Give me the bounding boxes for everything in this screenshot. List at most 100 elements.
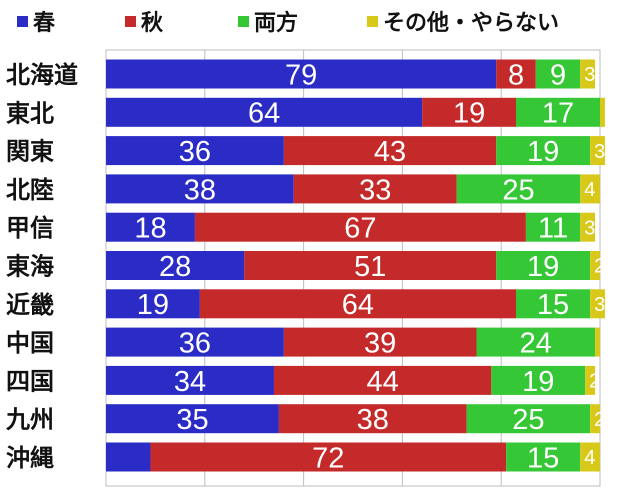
value-label: 3 [584, 64, 595, 86]
bar-segment [106, 212, 195, 242]
value-label: 67 [344, 213, 376, 245]
bar-segment [580, 442, 600, 472]
value-label: 64 [342, 289, 374, 321]
value-label: 11 [538, 213, 568, 245]
bar-segment [106, 59, 497, 89]
value-label: 35 [176, 404, 208, 436]
bar-segment [106, 442, 151, 472]
bar-segment [496, 59, 536, 89]
bar-segment [244, 251, 497, 280]
value-label: 4 [584, 179, 595, 201]
category-label: 北陸 [6, 176, 54, 204]
bar-segment [106, 289, 200, 319]
bar-segment [106, 136, 284, 166]
bar-segment [595, 327, 600, 357]
value-label: 3 [594, 141, 605, 163]
value-label: 15 [537, 289, 569, 321]
bar-segment [106, 404, 279, 434]
bars: 79 8 9 364 19 17 136 43 19 338 33 25 418 67 11 328 51 19 2… [106, 59, 615, 474]
value-label: 39 [364, 328, 396, 360]
category-label: 北海道 [6, 61, 78, 89]
bar-segment [199, 289, 517, 319]
bar-segment [194, 212, 526, 242]
value-label: 2 [594, 409, 605, 431]
bar-segment [535, 59, 581, 89]
legend-label: 春 [33, 11, 55, 36]
bar-segment [590, 251, 600, 280]
value-label: 64 [248, 98, 280, 130]
value-label: 1 [604, 103, 615, 125]
value-label: 9 [550, 59, 566, 91]
value-label: 19 [527, 136, 559, 168]
bar-segment [585, 365, 596, 395]
legend-swatch [238, 16, 249, 27]
bar-segment [422, 97, 517, 127]
bar-segment [283, 327, 477, 357]
value-label: 2 [589, 371, 600, 393]
bar-segment [590, 404, 600, 434]
legend-swatch [125, 16, 136, 27]
bar-segment [106, 174, 294, 204]
value-label: 34 [174, 366, 206, 398]
bar-segment [491, 365, 586, 395]
value-label: 4 [584, 447, 595, 469]
value-label: 36 [179, 136, 211, 168]
bar-segment [590, 289, 605, 319]
bar-segment [496, 136, 591, 166]
value-label: 72 [312, 442, 344, 474]
bar-segment [456, 174, 581, 204]
bar-segment [600, 97, 605, 127]
bar-segment [106, 365, 274, 395]
category-label: 関東 [6, 138, 54, 166]
value-label: 17 [542, 98, 574, 130]
bar-segment [476, 327, 596, 357]
category-label: 沖縄 [6, 444, 54, 472]
category-label: 東北 [6, 99, 54, 127]
category-label: 中国 [6, 329, 54, 357]
bar-segment [506, 442, 581, 472]
value-label: 19 [137, 289, 169, 321]
bar-segment [516, 97, 600, 127]
bar-segment [283, 136, 497, 166]
value-label: 28 [159, 251, 191, 283]
value-label: 1 [599, 332, 610, 354]
value-label: 24 [520, 328, 552, 360]
bar-segment [580, 212, 596, 242]
bar-segment [496, 251, 591, 280]
category-label: 九州 [5, 406, 54, 434]
legend-swatch [367, 16, 378, 27]
category-label: 四国 [6, 367, 54, 395]
bar-segment [106, 97, 423, 127]
value-label: 19 [522, 366, 554, 398]
value-label: 18 [134, 213, 166, 245]
value-label: 8 [508, 59, 524, 91]
category-label: 甲信 [6, 214, 54, 242]
bar-segment [580, 59, 596, 89]
bar-segment [106, 327, 284, 357]
bar-segment [466, 404, 591, 434]
legend: 春 秋 両方 その他・やらない [17, 10, 559, 36]
bar-segment [580, 174, 600, 204]
legend-label: 秋 [141, 11, 164, 36]
bar-segment [590, 136, 605, 166]
value-label: 25 [512, 404, 544, 436]
value-label: 51 [354, 251, 386, 283]
category-label: 近畿 [6, 291, 54, 319]
category-label: 東海 [6, 253, 54, 281]
value-label: 2 [594, 256, 605, 278]
bar-segment [273, 365, 492, 395]
value-label: 38 [184, 174, 216, 206]
legend-swatch [17, 16, 28, 27]
value-label: 15 [527, 442, 559, 474]
bar-segment [278, 404, 467, 434]
value-label: 3 [584, 217, 595, 239]
legend-label: 両方 [254, 10, 298, 36]
bar-segment [516, 289, 591, 319]
bar-segment [106, 251, 245, 280]
bar-segment [293, 174, 457, 204]
value-label: 19 [453, 98, 485, 130]
value-label: 38 [357, 404, 389, 436]
